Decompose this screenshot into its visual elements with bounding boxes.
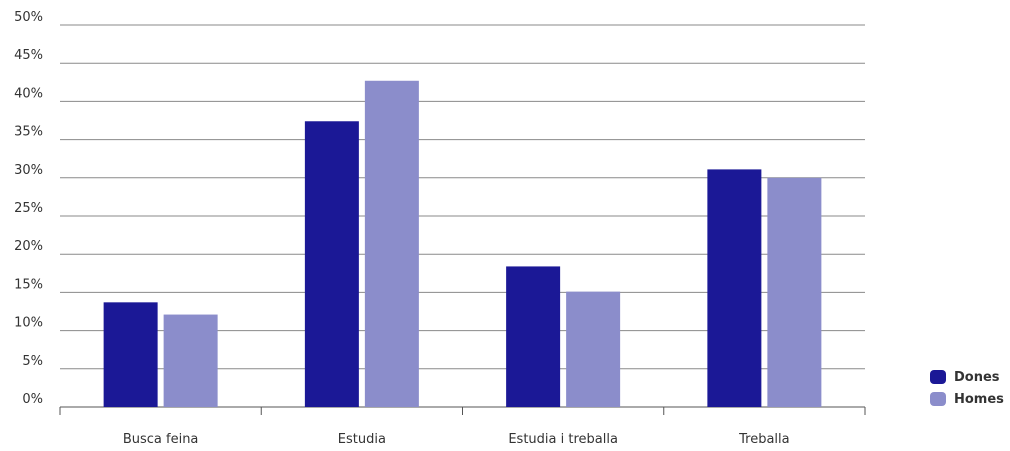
legend-item-dones: Dones: [930, 368, 1004, 386]
x-tick-label: Treballa: [738, 432, 790, 447]
legend: Dones Homes: [930, 368, 1004, 412]
legend-swatch-homes: [930, 392, 946, 406]
y-tick-label: 40%: [14, 86, 43, 101]
x-tick-label: Busca feina: [123, 432, 199, 447]
y-tick-label: 5%: [22, 354, 43, 369]
y-tick-label: 20%: [14, 239, 43, 254]
bar-homes-estudia-i-treballa: [566, 291, 621, 407]
bar-dones-estudia: [304, 121, 359, 407]
y-tick-label: 50%: [14, 10, 43, 25]
x-tick-label: Estudia i treballa: [508, 432, 618, 447]
x-tick-label: Estudia: [338, 432, 386, 447]
bar-homes-busca-feina: [163, 314, 218, 407]
y-tick-label: 15%: [14, 277, 43, 292]
y-tick-label: 10%: [14, 316, 43, 331]
y-tick-label: 0%: [22, 392, 43, 407]
y-tick-label: 30%: [14, 163, 43, 178]
bar-dones-treballa: [707, 169, 762, 407]
legend-swatch-dones: [930, 370, 946, 384]
y-tick-label: 25%: [14, 201, 43, 216]
legend-item-homes: Homes: [930, 390, 1004, 408]
bar-dones-busca-feina: [103, 302, 158, 407]
legend-label-dones: Dones: [954, 369, 1000, 385]
bar-homes-treballa: [767, 177, 822, 407]
y-tick-label: 35%: [14, 125, 43, 140]
y-tick-label: 45%: [14, 48, 43, 63]
bar-homes-estudia: [364, 80, 419, 407]
legend-label-homes: Homes: [954, 391, 1004, 407]
bar-dones-estudia-i-treballa: [506, 266, 561, 407]
